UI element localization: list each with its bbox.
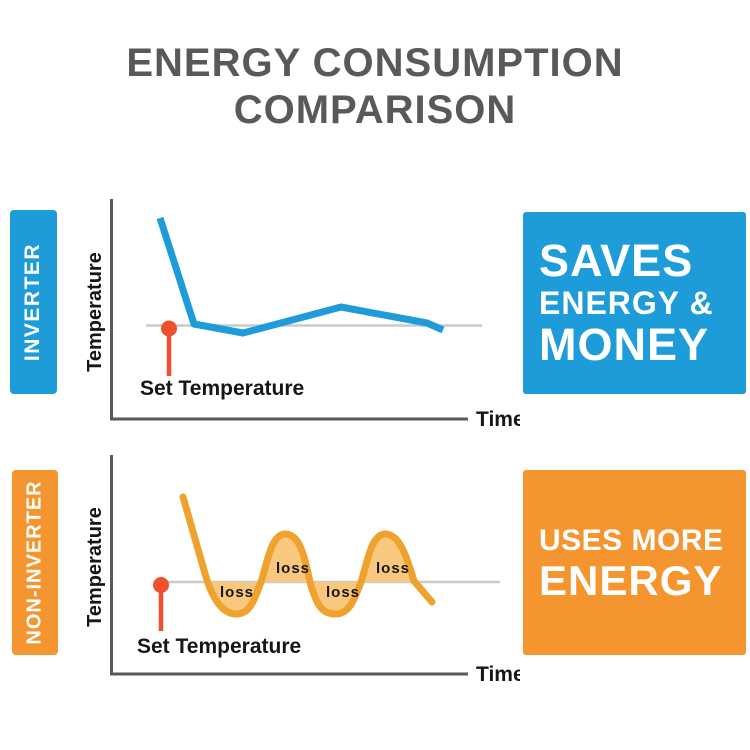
non-inverter-set-temperature-label: Set Temperature <box>137 635 301 658</box>
inverter-temperature-curve <box>156 216 445 337</box>
saves-box-line-2: ENERGY & <box>539 285 714 321</box>
non-inverter-pin-head <box>153 577 169 593</box>
inverter-side-label: INVERTER <box>10 210 57 394</box>
non-inverter-temperature-curve <box>179 493 436 618</box>
non-inverter-y-axis-label: Temperature <box>84 507 106 627</box>
loss-label-2: loss <box>276 560 310 577</box>
inverter-chart: Set Temperature Time Temperature <box>84 199 520 430</box>
non-inverter-side-label: NON-INVERTER <box>12 470 58 655</box>
inverter-y-axis-label: Temperature <box>84 252 106 372</box>
non-inverter-chart-axes <box>110 455 468 676</box>
page-title: ENERGY CONSUMPTION COMPARISON <box>0 40 750 134</box>
saves-box-line-3: MONEY <box>539 319 710 370</box>
page-title-line-1: ENERGY CONSUMPTION <box>126 41 624 85</box>
saves-energy-box: SAVES ENERGY & MONEY <box>523 212 746 394</box>
loss-label-4: loss <box>376 560 410 577</box>
inverter-pin-head <box>161 320 177 337</box>
inverter-x-axis-label: Time <box>476 408 520 430</box>
inverter-chart-axes <box>110 199 468 421</box>
uses-more-energy-box: USES MORE ENERGY <box>523 470 746 655</box>
inverter-set-temperature-label: Set Temperature <box>140 377 304 400</box>
inverter-side-label-text: INVERTER <box>21 242 45 362</box>
non-inverter-x-axis-label: Time <box>476 663 520 686</box>
saves-box-line-1: SAVES <box>539 235 694 286</box>
loss-label-3: loss <box>326 584 360 601</box>
non-inverter-side-label-text: NON-INVERTER <box>23 480 46 645</box>
loss-label-1: loss <box>220 584 254 601</box>
uses-box-line-1: USES MORE <box>539 523 724 557</box>
uses-box-line-2: ENERGY <box>539 556 723 604</box>
non-inverter-chart: loss loss loss loss Set Temperature Time… <box>84 455 520 686</box>
page-title-line-2: COMPARISON <box>233 88 517 132</box>
